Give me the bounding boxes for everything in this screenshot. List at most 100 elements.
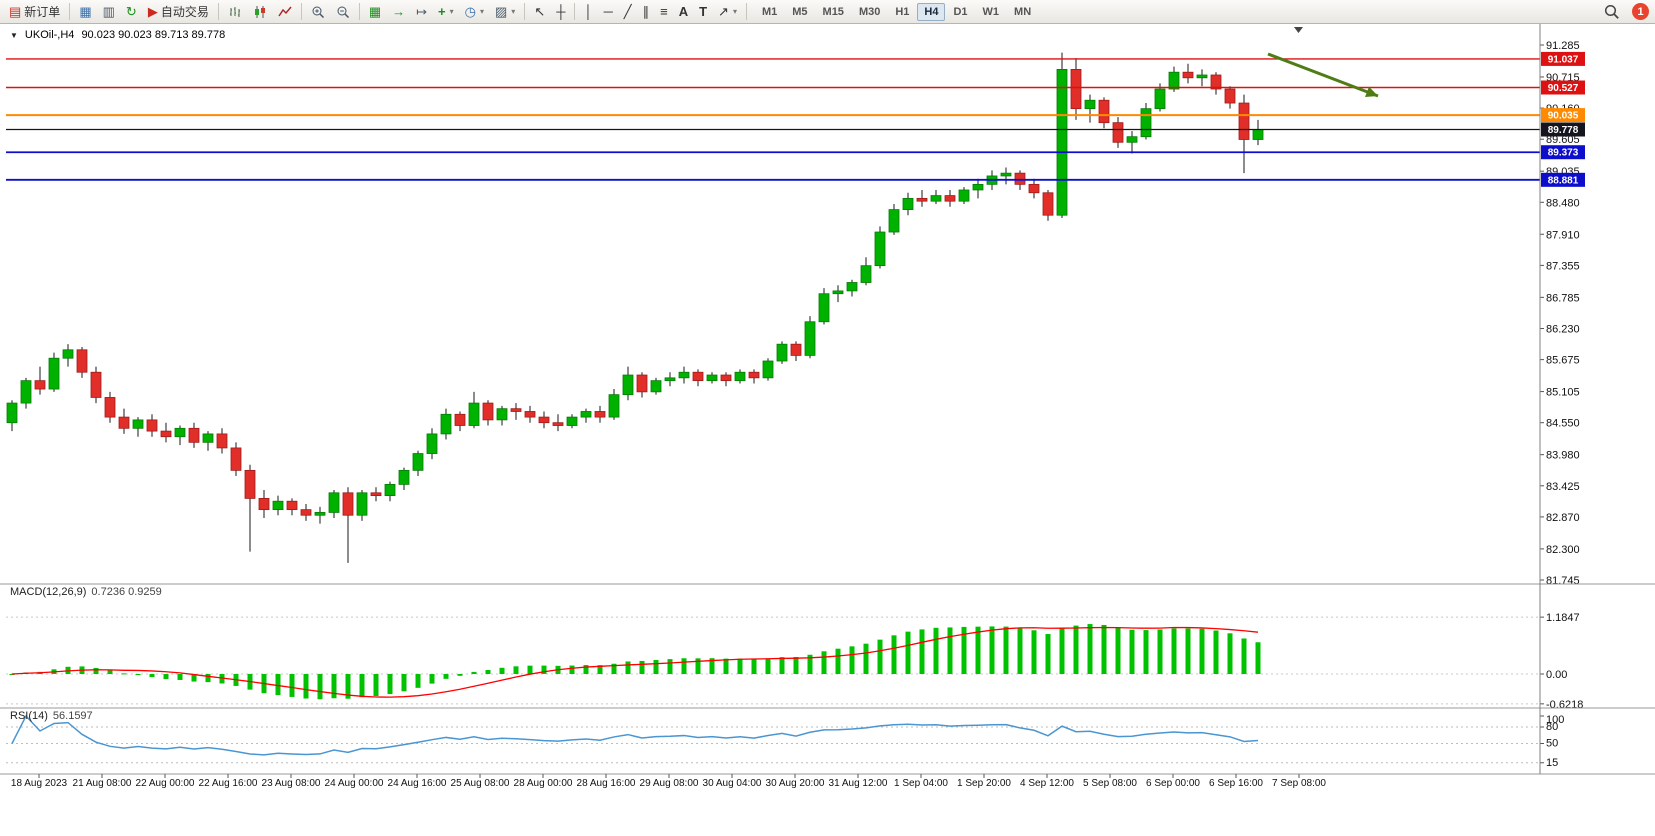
macd-bar [373, 674, 379, 697]
candle-body [972, 183, 984, 191]
line-chart-icon [278, 6, 292, 16]
arrows-tool-button[interactable]: ↗ ▾ [713, 2, 742, 22]
channel-tool-button[interactable]: ∥ [638, 2, 655, 22]
macd-bar [961, 626, 967, 674]
macd-bar [1045, 634, 1051, 674]
macd-values: 0.7236 0.9259 [91, 586, 162, 598]
svg-text:100: 100 [1546, 714, 1564, 726]
svg-text:90.035: 90.035 [1548, 111, 1579, 122]
candle-body [678, 371, 690, 379]
candle-body [706, 374, 718, 382]
symbol-dropdown-icon[interactable]: ▼ [10, 30, 18, 40]
svg-text:81.745: 81.745 [1546, 575, 1580, 587]
panel-separators[interactable] [0, 24, 1655, 775]
vertical-line-tool-button[interactable]: │ [579, 2, 597, 22]
price-line-badge [1541, 51, 1585, 66]
macd-bar [219, 674, 225, 684]
timeframe-h4[interactable]: H4 [917, 2, 946, 21]
trendline-tool-button[interactable]: ╱ [619, 2, 637, 22]
search-icon [1604, 4, 1619, 19]
profiles-button[interactable]: ▥ [98, 2, 120, 22]
bar-chart-button[interactable] [223, 2, 247, 22]
chart-shift-button[interactable]: ↦ [411, 2, 432, 22]
candle-body [580, 411, 592, 418]
zoom-out-button[interactable] [331, 2, 355, 22]
text-label-tool-button[interactable]: T [694, 2, 712, 22]
macd-panel[interactable]: 1.1847 0.00 -0.6218 [6, 612, 1583, 711]
fibonacci-tool-button[interactable]: ≡ [655, 2, 673, 22]
macd-bar [1129, 629, 1135, 674]
svg-text:87.910: 87.910 [1546, 229, 1580, 241]
candle-body [692, 371, 704, 382]
cursor-tool-button[interactable]: ↖ [529, 2, 550, 22]
notification-badge[interactable]: 1 [1632, 3, 1649, 20]
periods-button[interactable]: ◷ ▾ [460, 2, 489, 22]
timeframe-h1[interactable]: H1 [888, 3, 916, 21]
macd-bar [1199, 628, 1205, 674]
timeframe-mn[interactable]: MN [1007, 3, 1038, 21]
candlestick-chart-button[interactable] [248, 2, 272, 22]
macd-bar [667, 659, 673, 674]
svg-text:83.425: 83.425 [1546, 481, 1580, 493]
candle-body [34, 380, 46, 390]
svg-text:25 Aug 08:00: 25 Aug 08:00 [451, 778, 510, 789]
price-lines[interactable]: 91.037 90.527 90.035 89.778 89.373 88.881 [6, 51, 1585, 187]
auto-scroll-button[interactable]: → [387, 2, 410, 22]
horizontal-line-icon: ─ [603, 4, 613, 19]
auto-trading-button[interactable]: ▶ 自动交易 [143, 2, 214, 22]
candle-body [314, 512, 326, 516]
macd-bar [1241, 638, 1247, 674]
indicators-button[interactable]: + ▾ [433, 2, 459, 22]
candle-body [286, 500, 298, 511]
charts-grid-button[interactable]: ▦ [74, 2, 96, 22]
clock-icon: ◷ [464, 4, 476, 19]
chart-window[interactable]: 91.28590.71590.16089.60589.03588.48087.9… [0, 24, 1655, 836]
svg-text:86.785: 86.785 [1546, 292, 1580, 304]
timeframe-m15[interactable]: M15 [816, 3, 851, 21]
new-order-button[interactable]: ▤ 新订单 [4, 2, 65, 22]
candle-body [510, 408, 522, 412]
trend-arrow-annotation[interactable] [1267, 52, 1379, 98]
timeframe-w1[interactable]: W1 [976, 3, 1007, 21]
templates-button[interactable]: ▨ ▾ [490, 2, 520, 22]
crosshair-icon: ┼ [556, 4, 566, 19]
tile-windows-button[interactable]: ▦ [364, 2, 386, 22]
chart-shift-marker[interactable] [1294, 27, 1303, 33]
svg-text:4 Sep 12:00: 4 Sep 12:00 [1020, 778, 1074, 789]
text-tool-button[interactable]: A [674, 2, 693, 22]
timeframe-m30[interactable]: M30 [852, 3, 887, 21]
symbol-period-label: UKOil-,H4 [24, 29, 75, 41]
candle-body [1168, 71, 1180, 90]
new-order-label: 新订单 [24, 5, 61, 19]
svg-text:18 Aug 2023: 18 Aug 2023 [11, 778, 68, 789]
timeframe-m5[interactable]: M5 [785, 3, 814, 21]
search-button[interactable] [1599, 2, 1625, 22]
date-axis[interactable]: 18 Aug 2023 21 Aug 08:00 22 Aug 00:00 22 Au… [11, 774, 1326, 789]
candlesticks[interactable] [6, 52, 1264, 563]
refresh-button[interactable]: ↻ [121, 2, 142, 22]
zoom-in-button[interactable] [306, 2, 330, 22]
macd-bar [177, 674, 183, 680]
arrows-icon: ↗ [718, 4, 729, 19]
macd-bar [205, 674, 211, 683]
line-chart-button[interactable] [273, 2, 297, 22]
svg-text:6 Sep 16:00: 6 Sep 16:00 [1209, 778, 1263, 789]
macd-bar [513, 666, 519, 674]
macd-bar [933, 627, 939, 674]
macd-bar [1003, 626, 1009, 674]
macd-bar [541, 665, 547, 674]
macd-bar [849, 646, 855, 674]
timeframe-d1[interactable]: D1 [946, 3, 974, 21]
horizontal-line-tool-button[interactable]: ─ [599, 2, 618, 22]
candle-body [958, 189, 970, 202]
timeframe-m1[interactable]: M1 [755, 3, 784, 21]
price-line-badge [1541, 122, 1585, 137]
price-chart-canvas[interactable]: 91.28590.71590.16089.60589.03588.48087.9… [0, 24, 1655, 836]
svg-text:23 Aug 08:00: 23 Aug 08:00 [262, 778, 321, 789]
svg-text:88.480: 88.480 [1546, 197, 1580, 209]
crosshair-tool-button[interactable]: ┼ [551, 2, 570, 22]
macd-bar [527, 665, 533, 674]
candle-body [930, 195, 942, 202]
macd-bar [793, 656, 799, 674]
